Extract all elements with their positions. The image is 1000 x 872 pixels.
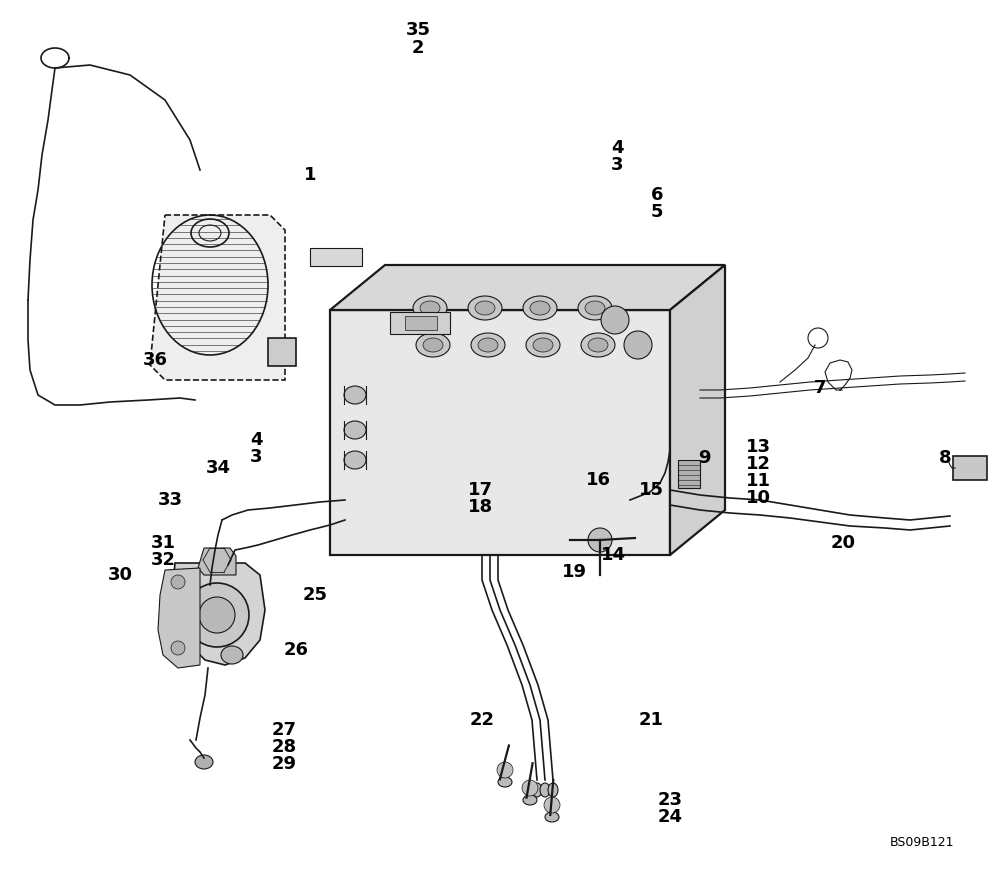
Text: 4: 4 — [250, 431, 262, 449]
Bar — [268, 338, 296, 366]
Text: 22: 22 — [470, 711, 494, 729]
Circle shape — [522, 780, 538, 796]
Polygon shape — [670, 265, 725, 555]
Ellipse shape — [523, 795, 537, 805]
Ellipse shape — [420, 301, 440, 315]
Ellipse shape — [413, 296, 447, 320]
Ellipse shape — [423, 338, 443, 352]
Ellipse shape — [545, 812, 559, 822]
FancyBboxPatch shape — [953, 456, 987, 480]
Ellipse shape — [581, 333, 615, 357]
Text: 28: 28 — [271, 738, 297, 756]
Circle shape — [497, 762, 513, 778]
Ellipse shape — [471, 333, 505, 357]
Text: 9: 9 — [698, 449, 710, 467]
Text: 34: 34 — [206, 459, 230, 477]
Circle shape — [601, 306, 629, 334]
Ellipse shape — [532, 783, 542, 797]
Ellipse shape — [195, 755, 213, 769]
Text: 29: 29 — [272, 755, 296, 773]
Text: 36: 36 — [143, 351, 168, 369]
Ellipse shape — [475, 301, 495, 315]
Text: 13: 13 — [746, 438, 770, 456]
Text: 10: 10 — [746, 489, 770, 507]
Ellipse shape — [585, 301, 605, 315]
Text: 16: 16 — [586, 471, 610, 489]
Polygon shape — [198, 548, 236, 575]
Ellipse shape — [344, 386, 366, 404]
Text: 14: 14 — [600, 546, 626, 564]
Text: 2: 2 — [412, 39, 424, 57]
Text: 32: 32 — [150, 551, 176, 569]
Text: 4: 4 — [611, 139, 623, 157]
Ellipse shape — [530, 301, 550, 315]
Circle shape — [185, 583, 249, 647]
Polygon shape — [158, 568, 200, 668]
Text: 18: 18 — [467, 498, 493, 516]
Bar — [678, 460, 700, 488]
Bar — [405, 316, 437, 330]
Ellipse shape — [468, 296, 502, 320]
Circle shape — [624, 331, 652, 359]
Text: 3: 3 — [250, 448, 262, 466]
Text: 15: 15 — [639, 481, 664, 499]
Circle shape — [199, 597, 235, 633]
Circle shape — [588, 528, 612, 552]
Text: 17: 17 — [468, 481, 492, 499]
Ellipse shape — [540, 783, 550, 797]
Ellipse shape — [344, 451, 366, 469]
Text: 12: 12 — [746, 455, 770, 473]
Ellipse shape — [478, 338, 498, 352]
Text: 1: 1 — [304, 166, 316, 184]
Ellipse shape — [523, 296, 557, 320]
Ellipse shape — [533, 338, 553, 352]
Ellipse shape — [498, 777, 512, 787]
Text: 7: 7 — [814, 379, 826, 397]
Ellipse shape — [578, 296, 612, 320]
Polygon shape — [172, 563, 265, 665]
Text: 31: 31 — [150, 534, 176, 552]
Text: 25: 25 — [302, 586, 328, 604]
Ellipse shape — [588, 338, 608, 352]
Text: 8: 8 — [939, 449, 951, 467]
Circle shape — [171, 641, 185, 655]
Text: 27: 27 — [272, 721, 296, 739]
Text: 5: 5 — [651, 203, 663, 221]
FancyBboxPatch shape — [310, 248, 362, 266]
Circle shape — [171, 575, 185, 589]
Text: 24: 24 — [658, 808, 682, 826]
Text: 6: 6 — [651, 186, 663, 204]
Text: 23: 23 — [658, 791, 682, 809]
Text: 11: 11 — [746, 472, 770, 490]
Ellipse shape — [526, 333, 560, 357]
Polygon shape — [150, 215, 285, 380]
Polygon shape — [330, 265, 725, 310]
Text: 20: 20 — [830, 534, 856, 552]
Bar — [390, 312, 450, 334]
Circle shape — [544, 797, 560, 813]
Ellipse shape — [221, 646, 243, 664]
Ellipse shape — [416, 333, 450, 357]
Text: 30: 30 — [108, 566, 132, 584]
Text: 26: 26 — [284, 641, 308, 659]
Ellipse shape — [548, 783, 558, 797]
Text: BS09B121: BS09B121 — [890, 835, 954, 848]
Ellipse shape — [344, 421, 366, 439]
Text: 19: 19 — [562, 563, 586, 581]
Polygon shape — [330, 310, 670, 555]
Text: 33: 33 — [158, 491, 182, 509]
Text: 21: 21 — [639, 711, 664, 729]
Text: 3: 3 — [611, 156, 623, 174]
Text: 35: 35 — [406, 21, 430, 39]
